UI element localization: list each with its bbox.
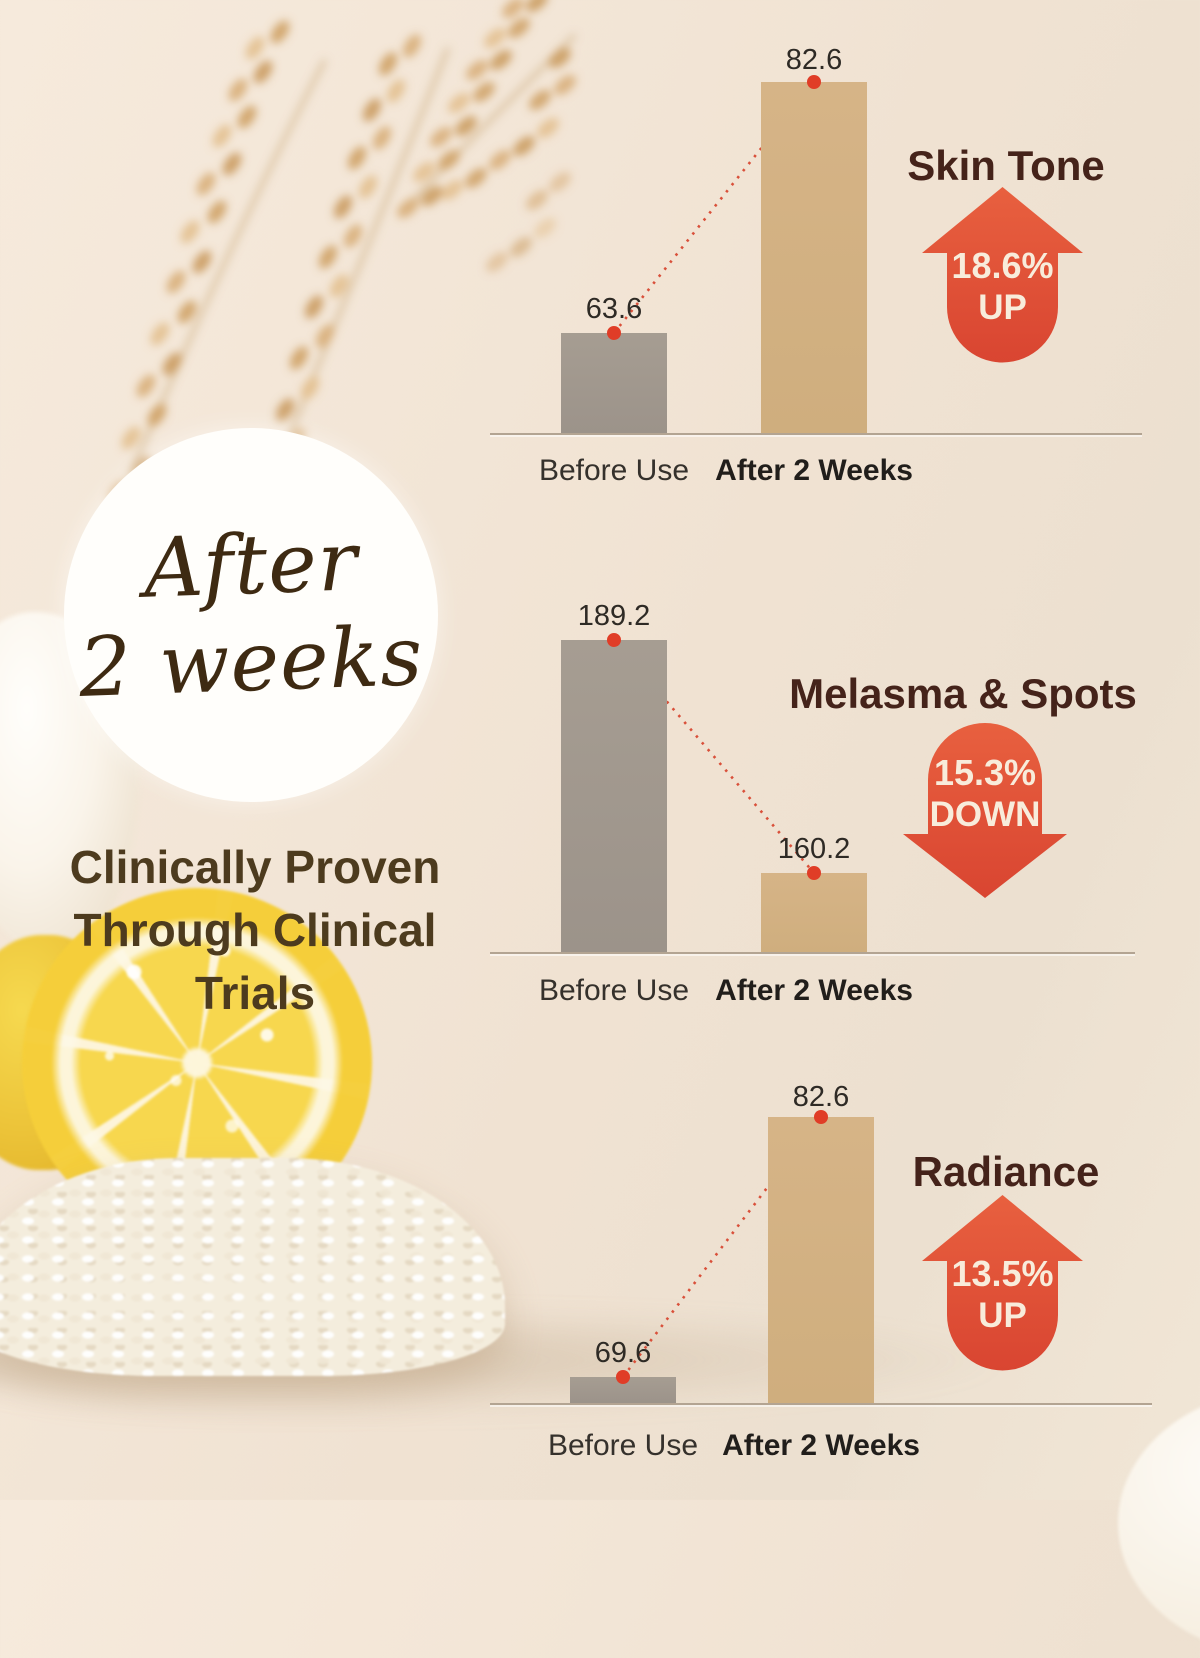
bar-after-2-weeks [768, 1110, 874, 1403]
percent-change: 15.3% [933, 752, 1037, 793]
percent-change: 13.5% [951, 1253, 1054, 1294]
tagline-line-1: Clinically Proven [69, 841, 441, 893]
up-arrow-shape [922, 1195, 1083, 1371]
data-point-dot [607, 326, 621, 340]
value-label-after: 160.2 [777, 833, 851, 865]
bar-after-2-weeks [761, 866, 867, 952]
trend-up-arrow-icon: 13.5% UP [922, 1195, 1083, 1371]
axis-label-after-2-weeks: After 2 Weeks [715, 454, 913, 487]
data-point-dot [807, 866, 821, 880]
chart-baseline [490, 433, 1142, 435]
after-2-weeks-badge: After 2 weeks [64, 428, 438, 802]
stalk-grains-c [397, 0, 576, 218]
value-label-before: 189.2 [577, 600, 651, 632]
chart-radiance: 69.6 82.6 Before Use After 2 Weeks Radia… [490, 1060, 1160, 1500]
axis-label-after-2-weeks: After 2 Weeks [722, 1429, 920, 1462]
value-label-after: 82.6 [792, 1081, 850, 1113]
bar-before-use [561, 633, 667, 952]
axis-label-before-use: Before Use [538, 454, 690, 487]
axis-label-before-use: Before Use [547, 1429, 699, 1462]
chart-baseline [490, 952, 1135, 954]
bar-before-use [561, 326, 667, 433]
trend-change-text: 15.3% DOWN [903, 752, 1067, 836]
rice-grains-pile-image [0, 1158, 505, 1376]
data-point-dot [807, 75, 821, 89]
data-point-dot [814, 1110, 828, 1124]
chart-title: Melasma & Spots [789, 670, 1137, 717]
value-label-before: 69.6 [594, 1337, 652, 1369]
direction-label: UP [978, 288, 1027, 327]
badge-line-1: After [142, 514, 360, 617]
trend-up-arrow-icon: 18.6% UP [922, 187, 1083, 363]
axis-label-before-use: Before Use [538, 974, 690, 1007]
chart-baseline [490, 1403, 1152, 1405]
stalk-grains-d [486, 172, 571, 272]
stalk-grains-b [262, 34, 422, 474]
axis-label-after-2-weeks: After 2 Weeks [715, 974, 913, 1007]
chart-title: Radiance [912, 1148, 1100, 1195]
direction-label: UP [978, 1296, 1027, 1335]
bar-before-use [570, 1370, 676, 1403]
data-point-dot [616, 1370, 630, 1384]
trend-change-text: 18.6% UP [922, 245, 1083, 329]
value-label-before: 63.6 [585, 293, 643, 325]
percent-change: 18.6% [951, 245, 1054, 286]
tagline-line-3: Trials [194, 967, 316, 1019]
bar-after-2-weeks [761, 75, 867, 433]
chart-title: Skin Tone [907, 142, 1105, 189]
direction-label: DOWN [929, 795, 1041, 834]
trend-down-arrow-icon: 15.3% DOWN [903, 722, 1067, 898]
tagline-line-2: Through Clinical [73, 904, 437, 956]
trend-connector-line [613, 639, 815, 874]
value-label-after: 82.6 [785, 44, 843, 76]
trend-change-text: 13.5% UP [922, 1253, 1083, 1337]
up-arrow-shape [922, 187, 1083, 363]
data-point-dot [607, 633, 621, 647]
badge-line-2: 2 weeks [77, 609, 425, 716]
down-arrow-shape [903, 723, 1067, 898]
tagline: Clinically Proven Through Clinical Trial… [15, 836, 495, 1025]
chart-skin-tone: 63.6 82.6 Before Use After 2 Weeks Skin … [490, 30, 1160, 500]
chart-melasma-spots: 189.2 160.2 Before Use After 2 Weeks Mel… [490, 580, 1200, 1020]
